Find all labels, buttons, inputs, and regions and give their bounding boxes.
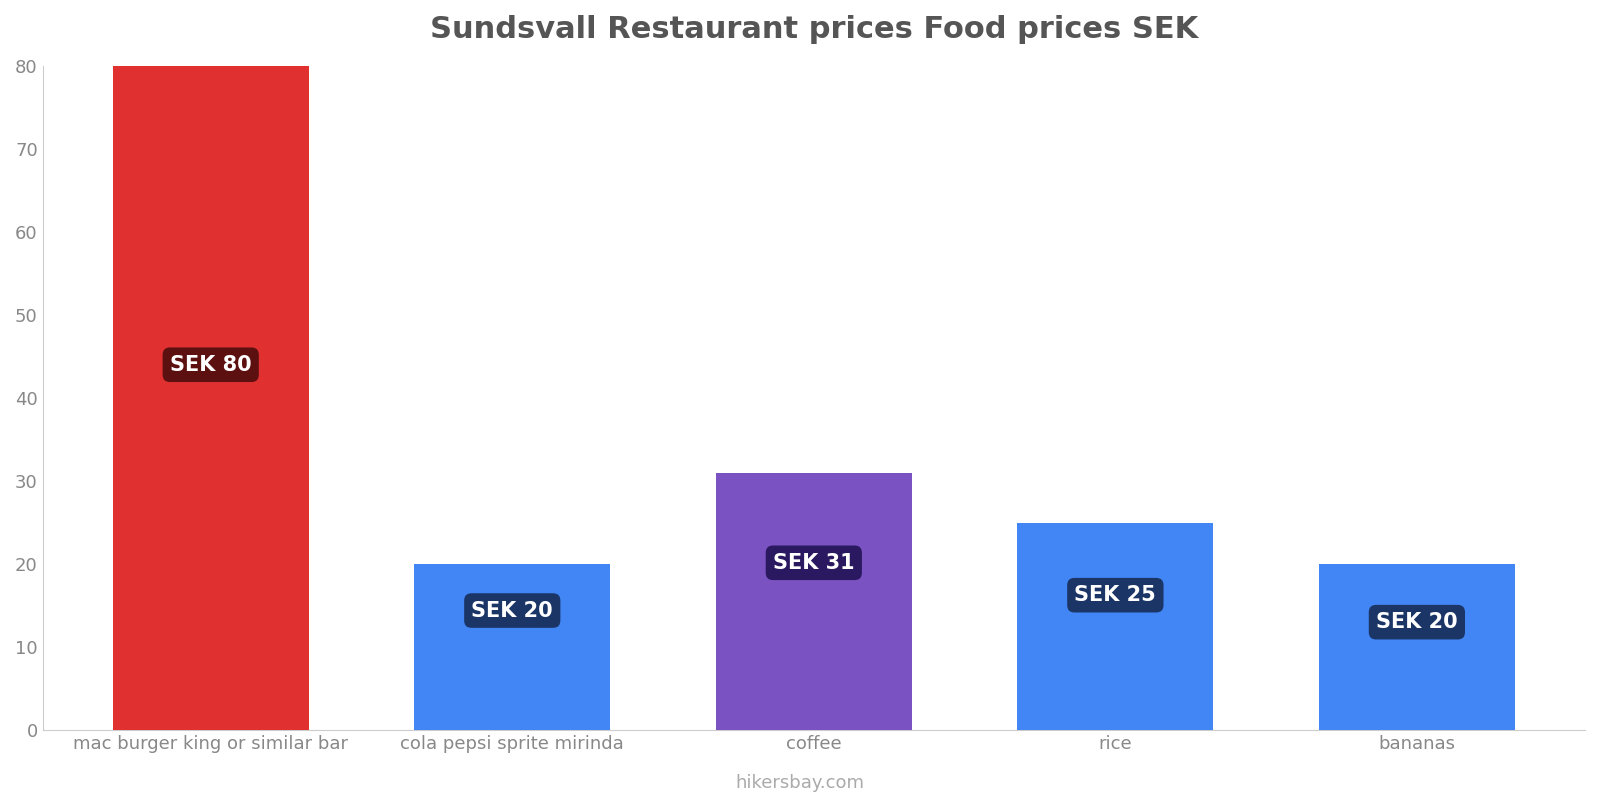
Bar [715, 473, 912, 730]
Text: SEK 20: SEK 20 [472, 601, 554, 621]
Text: hikersbay.com: hikersbay.com [736, 774, 864, 792]
Bar [1318, 564, 1515, 730]
Title: Sundsvall Restaurant prices Food prices SEK: Sundsvall Restaurant prices Food prices … [430, 15, 1198, 44]
Bar [112, 66, 309, 730]
Bar [1018, 522, 1213, 730]
Bar [414, 564, 610, 730]
Text: SEK 25: SEK 25 [1075, 585, 1157, 605]
Text: SEK 20: SEK 20 [1376, 612, 1458, 632]
Text: SEK 80: SEK 80 [170, 354, 251, 374]
Text: SEK 31: SEK 31 [773, 553, 854, 573]
